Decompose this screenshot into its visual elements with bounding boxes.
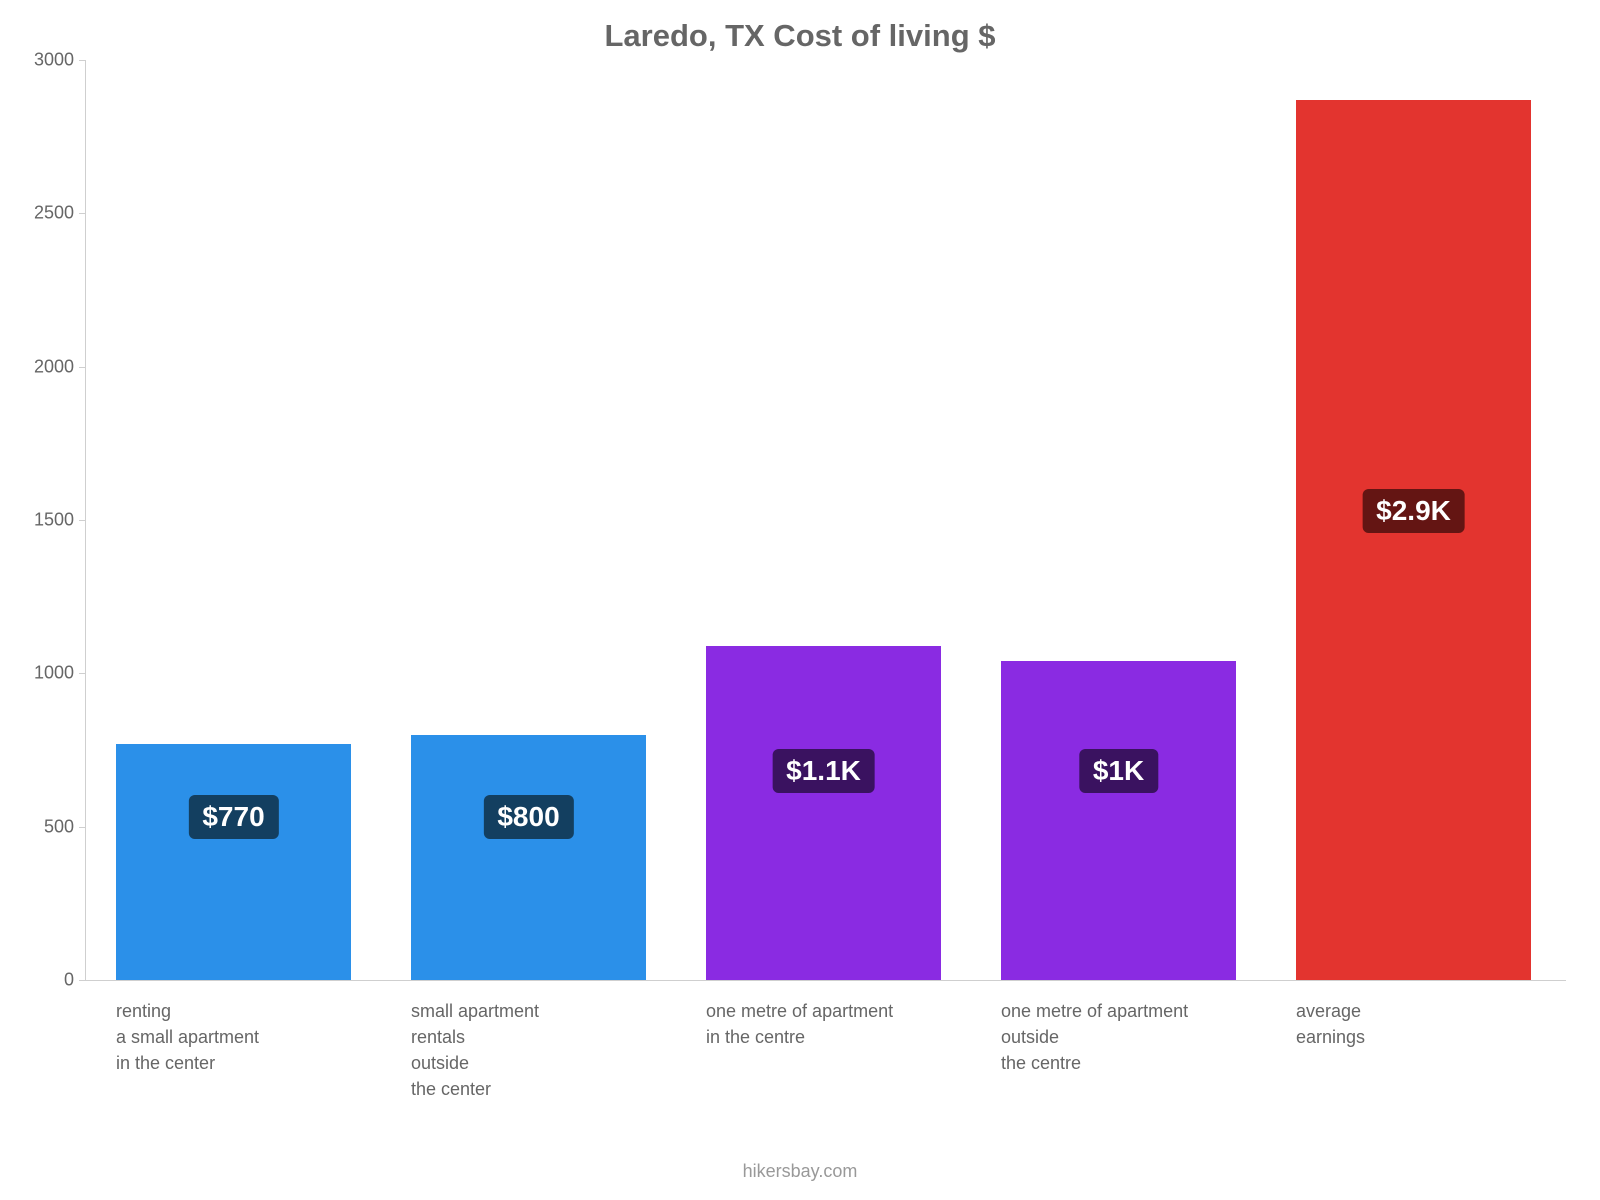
x-category-label: small apartment rentals outside the cent…: [411, 998, 539, 1102]
chart-bar: [706, 646, 941, 980]
y-tick-label: 1000: [34, 663, 74, 684]
chart-footer: hikersbay.com: [0, 1161, 1600, 1182]
bar-value-label: $2.9K: [1362, 489, 1465, 533]
chart-container: Laredo, TX Cost of living $ 050010001500…: [0, 0, 1600, 1200]
y-tick-mark: [79, 827, 86, 828]
bar-value-label: $1.1K: [772, 749, 875, 793]
x-category-label: one metre of apartment in the centre: [706, 998, 893, 1050]
bar-value-label: $1K: [1079, 749, 1158, 793]
chart-title: Laredo, TX Cost of living $: [0, 18, 1600, 54]
chart-plot-area: 050010001500200025003000$770renting a sm…: [85, 60, 1566, 981]
x-category-label: average earnings: [1296, 998, 1365, 1050]
x-category-label: renting a small apartment in the center: [116, 998, 259, 1076]
y-tick-label: 2500: [34, 203, 74, 224]
y-tick-mark: [79, 367, 86, 368]
y-tick-mark: [79, 980, 86, 981]
y-tick-label: 500: [44, 816, 74, 837]
y-tick-mark: [79, 673, 86, 674]
y-tick-mark: [79, 213, 86, 214]
x-category-label: one metre of apartment outside the centr…: [1001, 998, 1188, 1076]
chart-bar: [1001, 661, 1236, 980]
y-tick-label: 1500: [34, 510, 74, 531]
chart-bar: [116, 744, 351, 980]
y-tick-label: 2000: [34, 356, 74, 377]
bar-value-label: $800: [483, 795, 573, 839]
chart-bar: [1296, 100, 1531, 980]
chart-bar: [411, 735, 646, 980]
y-tick-label: 0: [64, 970, 74, 991]
y-tick-label: 3000: [34, 50, 74, 71]
bar-value-label: $770: [188, 795, 278, 839]
y-tick-mark: [79, 520, 86, 521]
y-tick-mark: [79, 60, 86, 61]
